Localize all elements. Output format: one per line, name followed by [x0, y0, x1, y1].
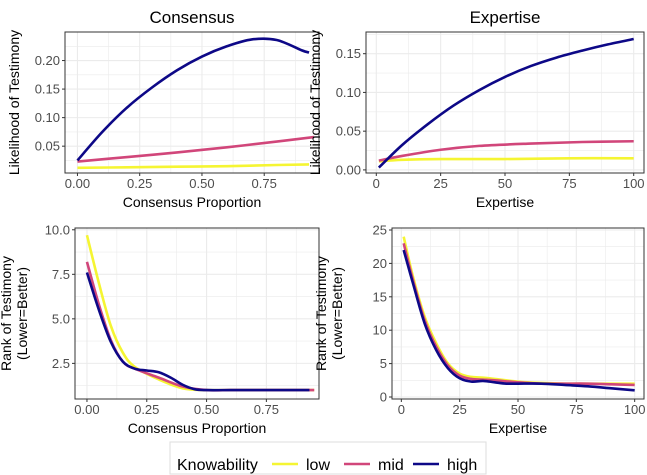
- x-tick-label: 0.75: [254, 402, 279, 417]
- y-tick-label: 0: [380, 389, 387, 404]
- legend-title: Knowability: [177, 457, 258, 474]
- y-axis-label-line: (Lower=Better): [14, 267, 30, 360]
- y-tick-label: 5.0: [52, 311, 70, 326]
- x-tick-label: 0.25: [134, 402, 159, 417]
- y-tick-label: 15: [373, 289, 387, 304]
- x-tick-label: 0.50: [194, 402, 219, 417]
- series-line-mid: [378, 139, 634, 162]
- y-axis-label-line: Likelihood of Testimony: [6, 30, 22, 175]
- x-tick-label: 75: [569, 402, 583, 417]
- y-axis-label-line: Rank of Testimony: [0, 256, 14, 371]
- series-line-mid: [77, 135, 315, 163]
- y-axis-label: Likelihood of Testimony: [6, 30, 22, 175]
- x-axis-label: Consensus Proportion: [128, 420, 267, 436]
- panel-title: Expertise: [470, 8, 541, 27]
- x-tick-label: 0: [398, 402, 405, 417]
- panel-title: Consensus: [149, 8, 234, 27]
- y-axis-label: Likelihood of Testimony: [307, 30, 323, 175]
- series-line-high: [402, 249, 635, 392]
- x-tick-label: 0: [373, 176, 380, 191]
- panel-3: 0.00 0.25 0.50 0.75 2.5 5.0 7.5 10.0 Consensus P…: [0, 222, 320, 436]
- x-tick-label: 75: [562, 176, 576, 191]
- panel-border: [64, 31, 320, 174]
- y-tick-label: 0.00: [336, 162, 361, 177]
- y-tick-label: 0.10: [336, 85, 361, 100]
- panel-4: 0 25 50 75 100 0 5 10 15 20 25 Expertise Rank of Tes…: [313, 223, 646, 436]
- x-tick-label: 0.25: [127, 176, 152, 191]
- y-tick-label: 7.5: [52, 267, 70, 282]
- x-axis-label: Expertise: [476, 194, 535, 210]
- y-axis-label-line: Rank of Testimony: [313, 256, 329, 371]
- plot-background: [75, 228, 319, 399]
- legend-label-high: high: [447, 457, 477, 474]
- series-line-low: [378, 156, 634, 163]
- y-tick-label: 0.20: [35, 53, 60, 68]
- x-tick-label: 0.00: [74, 402, 99, 417]
- x-axis-label: Consensus Proportion: [123, 194, 262, 210]
- y-axis-label: Rank of Testimony(Lower=Better): [313, 256, 345, 371]
- series-line-high: [85, 272, 310, 392]
- y-tick-label: 0.05: [336, 124, 361, 139]
- x-tick-label: 0.00: [65, 176, 90, 191]
- x-tick-label: 50: [511, 402, 525, 417]
- x-tick-label: 25: [433, 176, 447, 191]
- x-tick-label: 0.75: [252, 176, 277, 191]
- series-line-high: [377, 37, 634, 169]
- legend-label-low: low: [306, 457, 330, 474]
- x-axis-label: Expertise: [489, 420, 548, 436]
- y-axis-label-line: Likelihood of Testimony: [307, 30, 323, 175]
- y-axis-label-line: (Lower=Better): [329, 267, 345, 360]
- y-tick-label: 5: [380, 356, 387, 371]
- panel-2: 0 25 50 75 100 0.00 0.05 0.10 0.15 Expertise Exper…: [307, 8, 645, 210]
- series-line-low: [77, 163, 310, 170]
- y-tick-label: 0.15: [336, 46, 361, 61]
- y-tick-label: 25: [373, 223, 387, 238]
- legend-label-mid: mid: [378, 457, 404, 474]
- x-tick-label: 0.50: [189, 176, 214, 191]
- x-tick-label: 100: [623, 176, 645, 191]
- series-line-high: [76, 37, 310, 162]
- x-tick-label: 50: [498, 176, 512, 191]
- y-tick-label: 2.5: [52, 356, 70, 371]
- panel-1: 0.00 0.25 0.50 0.75 0.05 0.10 0.15 0.20 Consensu…: [6, 8, 320, 210]
- legend: Knowability low mid high: [169, 441, 487, 475]
- y-tick-label: 10: [373, 323, 387, 338]
- y-tick-label: 0.10: [35, 110, 60, 125]
- y-tick-label: 0.05: [35, 139, 60, 154]
- y-tick-label: 0.15: [35, 82, 60, 97]
- y-axis-label: Rank of Testimony(Lower=Better): [0, 256, 30, 371]
- y-tick-label: 10.0: [45, 222, 70, 237]
- legend-box: [169, 441, 487, 475]
- x-tick-label: 25: [452, 402, 466, 417]
- plot-background: [65, 32, 319, 173]
- x-tick-label: 100: [624, 402, 646, 417]
- y-tick-label: 20: [373, 256, 387, 271]
- panel-border: [74, 227, 320, 400]
